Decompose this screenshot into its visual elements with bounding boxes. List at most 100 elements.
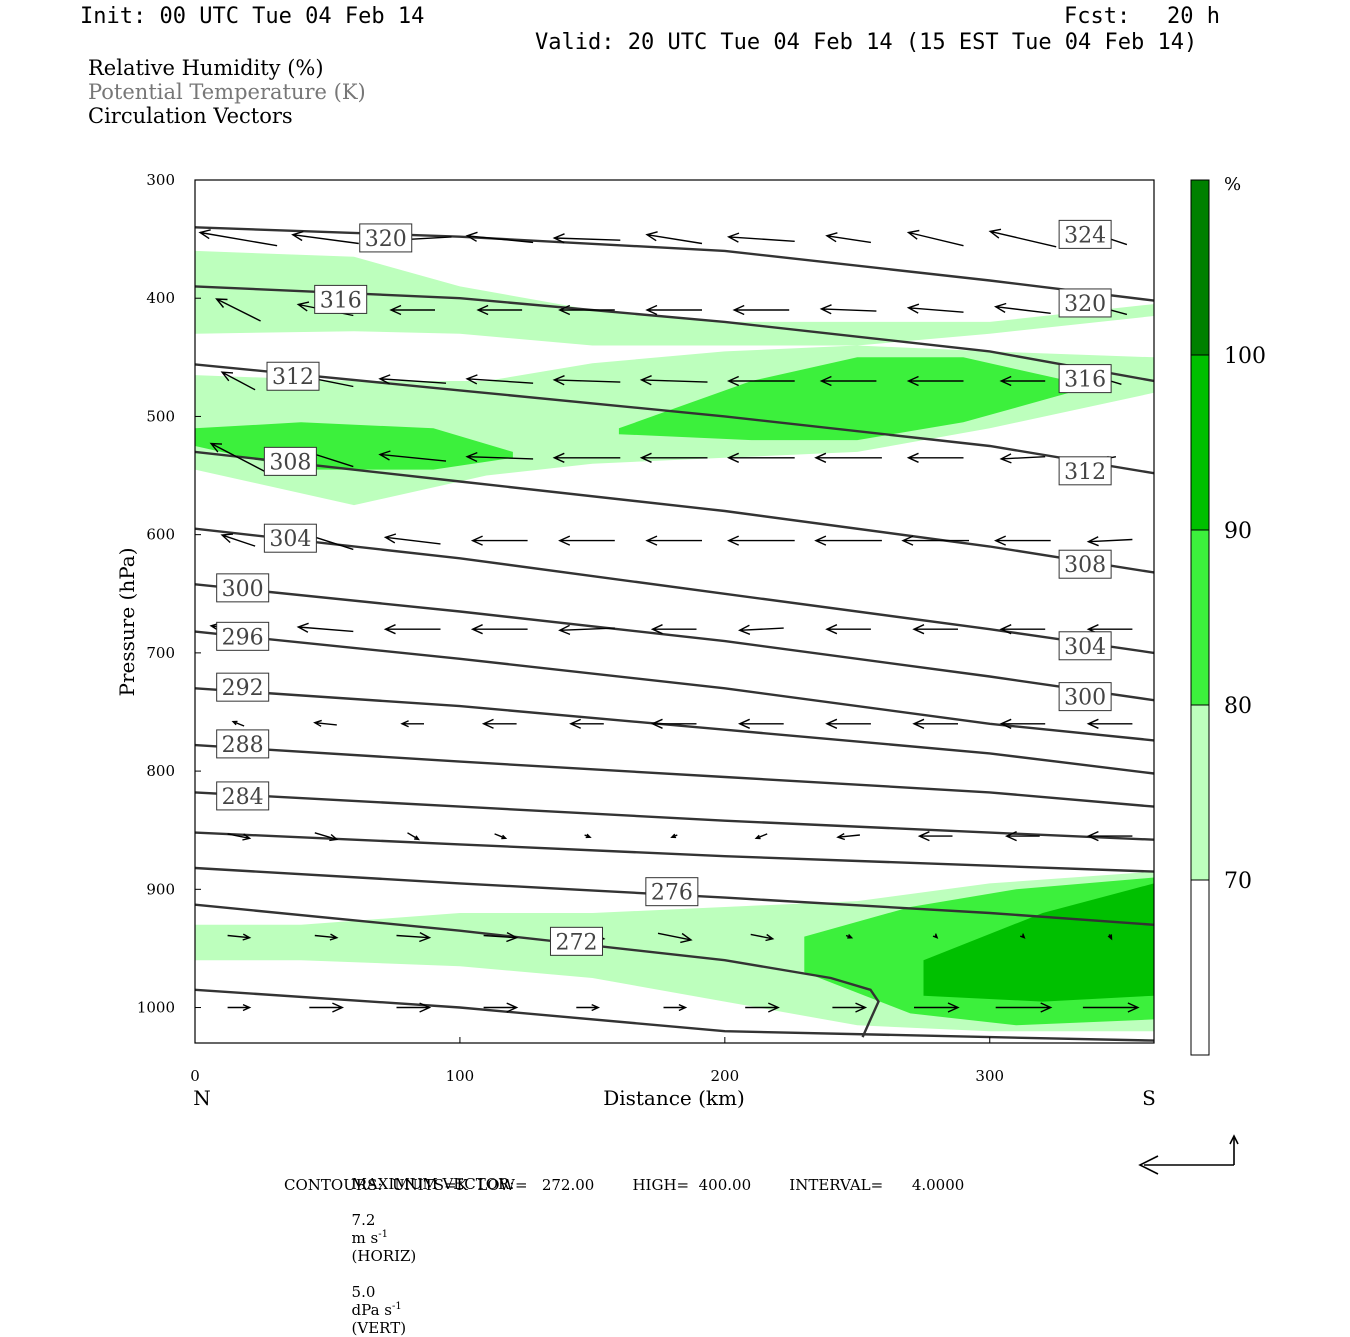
x-axis-label: Distance (km) (603, 1086, 745, 1110)
isentrope-line (195, 450, 1154, 574)
circulation-vector (481, 718, 517, 729)
circulation-vector (745, 1002, 780, 1013)
max-vector-label: MAXIMUM VECTOR: (351, 1175, 515, 1193)
circulation-vector (407, 832, 420, 841)
circulation-vector (639, 452, 708, 463)
circulation-vector (650, 624, 697, 635)
max-vector-vert-unit: dPa s (351, 1301, 392, 1319)
circulation-vector (726, 375, 795, 387)
circulation-vector (845, 934, 854, 939)
x-tick-label: 100 (446, 1067, 475, 1085)
circulation-vector (396, 931, 432, 943)
circulation-vector (1019, 933, 1026, 939)
circulation-vector (1004, 831, 1040, 842)
isentrope-label: 276 (651, 881, 693, 906)
circulation-vector (726, 452, 795, 463)
vert-unit-exponent: -1 (391, 1301, 402, 1312)
circulation-vector (732, 304, 790, 316)
circulation-vector (1086, 830, 1133, 842)
circulation-vector (819, 375, 877, 387)
circulation-vector (914, 1002, 960, 1013)
forecast-label: Fcst: (1064, 4, 1131, 29)
circulation-vector (1086, 718, 1133, 729)
circulation-vector (383, 533, 441, 545)
circulation-vector (220, 533, 256, 547)
circulation-vector (906, 229, 964, 247)
circulation-vector (650, 718, 697, 729)
circulation-vector (912, 718, 958, 729)
circulation-vector (917, 831, 953, 842)
circulation-vector (470, 535, 528, 546)
circulation-vector (901, 535, 969, 546)
isentrope-label-box (359, 223, 413, 253)
x-tick-label: 200 (711, 1067, 740, 1085)
isentrope-line (195, 791, 1154, 841)
circulation-vector (494, 833, 508, 840)
isentrope-label-box (1058, 219, 1112, 249)
circulation-vector (738, 624, 784, 635)
isentrope-label: 320 (365, 227, 407, 252)
isentrope-label-box (1058, 288, 1112, 318)
isentrope-line (195, 285, 1154, 383)
isentrope-label: 304 (269, 527, 311, 552)
isentrope-label-box (1058, 549, 1112, 579)
y-tick-label: 300 (146, 171, 175, 189)
plot-frame (194, 179, 1155, 1044)
circulation-vector (657, 932, 693, 944)
isentrope-line (195, 866, 1154, 926)
circulation-vector (1107, 934, 1113, 941)
circulation-vector (314, 832, 339, 842)
isentrope-label: 304 (1064, 635, 1106, 660)
circulation-vector (906, 375, 964, 387)
horiz-unit-exponent: -1 (378, 1229, 388, 1240)
colorbar-segment (1190, 179, 1210, 356)
x-tick-label: 300 (975, 1067, 1004, 1085)
legend-relative-humidity: Relative Humidity (%) (88, 56, 324, 80)
circulation-vector (750, 933, 775, 942)
circulation-vector (726, 535, 795, 546)
circulation-vector (988, 228, 1057, 248)
isentrope-label: 308 (269, 450, 311, 475)
isentrope-line (195, 831, 1154, 873)
circulation-vector (999, 453, 1046, 464)
isentrope-label-box (216, 781, 270, 811)
legend-circulation-vectors: Circulation Vectors (88, 104, 293, 128)
y-tick-label: 700 (146, 644, 175, 662)
circulation-vector (999, 624, 1046, 635)
circulation-vector (209, 442, 267, 473)
isentrope-line (195, 988, 1154, 1042)
y-tick-label: 800 (146, 762, 175, 780)
circulation-vector (558, 624, 615, 636)
isentrope-label-box (266, 361, 320, 391)
circulation-vector (832, 1002, 868, 1013)
circulation-vector (465, 231, 534, 244)
isentrope-line (195, 363, 1154, 475)
circulation-vector (291, 230, 359, 245)
circulation-vector (378, 374, 447, 385)
colorbar-segment (1190, 354, 1210, 531)
circulation-vector (314, 933, 339, 941)
isentrope-label: 316 (1064, 368, 1106, 393)
circulation-vector (309, 1002, 345, 1013)
colorbar-tick-label: 80 (1224, 694, 1252, 719)
circulation-vector (396, 1002, 432, 1013)
circulation-vector (726, 232, 795, 243)
circulation-vector (639, 375, 708, 386)
colorbar-segment (1190, 704, 1210, 881)
south-label: S (1142, 1086, 1156, 1110)
init-time: Init: 00 UTC Tue 04 Feb 14 (80, 4, 425, 29)
colorbar-tick-label: 100 (1224, 344, 1266, 369)
rh-80-region (195, 250, 1154, 346)
isentrope-label-box (314, 284, 368, 314)
cross-section-chart: 3243203203163163123123083083043043003002… (115, 171, 1266, 1110)
circulation-vector (906, 303, 964, 314)
circulation-vector (999, 375, 1046, 387)
isentrope-label-box (216, 621, 270, 651)
circulation-vector (383, 624, 441, 635)
colorbar-tick-label: 90 (1224, 519, 1252, 544)
circulation-vector (558, 304, 615, 316)
circulation-vector (993, 302, 1051, 314)
circulation-vector (313, 719, 337, 727)
isentrope-line (195, 630, 1154, 742)
colorbar-segment (1190, 879, 1210, 1056)
